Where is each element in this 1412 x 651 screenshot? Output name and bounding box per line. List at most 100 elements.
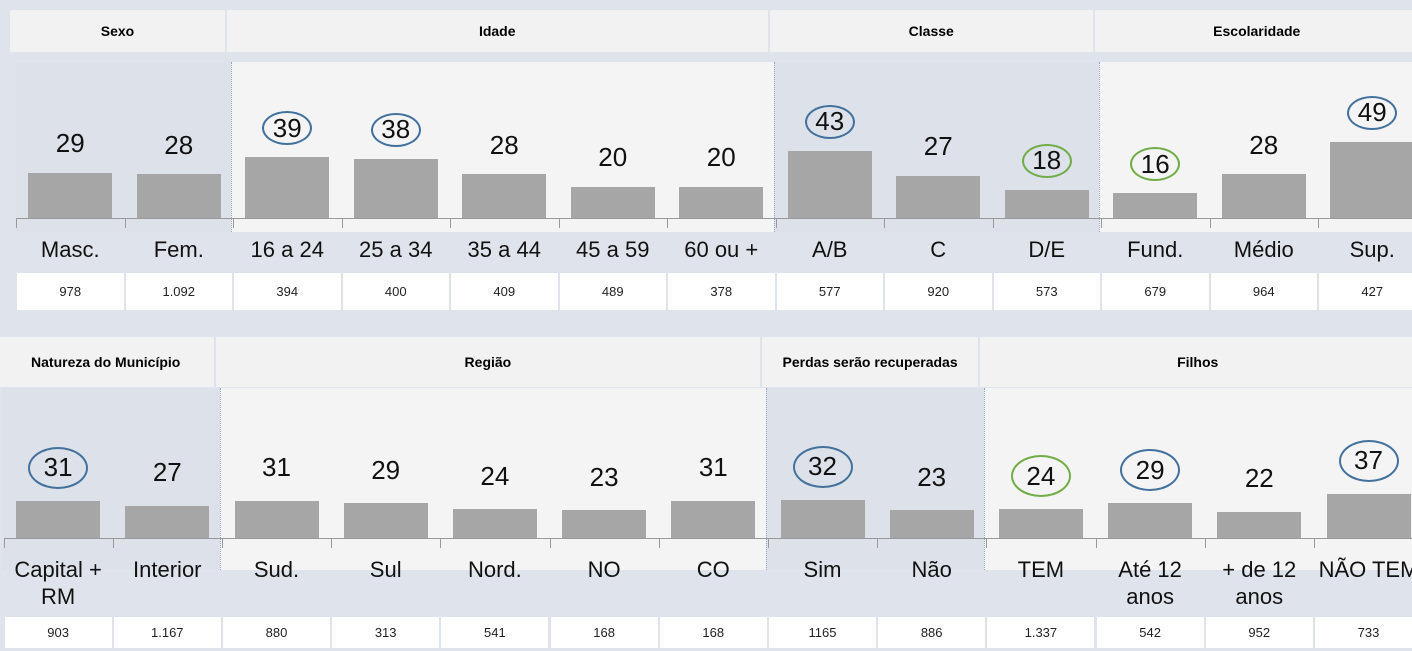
bar [1108, 503, 1193, 538]
sample-size: 400 [342, 273, 449, 310]
bar [671, 500, 756, 538]
baseline-tick [233, 218, 234, 228]
sample-size: 394 [234, 273, 341, 310]
category-label: TEM [1017, 557, 1065, 582]
bar [1004, 189, 1089, 218]
sample-size: 920 [885, 273, 992, 310]
sample-size: 880 [222, 617, 331, 648]
baseline-tick [341, 218, 343, 228]
value-label: 39 [262, 111, 313, 146]
sample-size: 1.092 [125, 273, 232, 310]
value-label: 32 [792, 445, 853, 488]
baseline-tick [549, 538, 551, 548]
value-label: 28 [164, 129, 194, 160]
group-header: Idade [227, 10, 768, 52]
sample-size: 964 [1210, 273, 1317, 310]
sample-size: 378 [668, 273, 775, 310]
bar [452, 509, 537, 538]
baseline-tick [16, 218, 17, 228]
bar [234, 500, 319, 538]
bar [136, 174, 221, 218]
bar [787, 150, 872, 218]
value-label: 49 [1347, 95, 1398, 130]
baseline-tick [3, 538, 5, 548]
value-label: 31 [698, 452, 728, 483]
bar [1326, 493, 1411, 538]
value-label: 31 [28, 446, 89, 489]
category-label: Até 12 anos [1118, 557, 1182, 609]
bar [889, 510, 974, 538]
baseline-tick [767, 538, 769, 548]
baseline-tick [1318, 218, 1319, 228]
value-label: 29 [1120, 449, 1181, 492]
baseline-tick [450, 218, 451, 228]
value-label: 43 [804, 104, 855, 139]
category-label: 25 a 34 [359, 237, 433, 262]
category-label: Não [911, 557, 952, 582]
category-label: CO [696, 557, 730, 582]
bar [780, 499, 865, 538]
sample-size: 903 [4, 617, 112, 648]
category-label: Interior [133, 557, 202, 582]
category-label: NÃO TEM [1318, 557, 1412, 582]
value-label: 20 [598, 142, 628, 173]
sample-size: 573 [993, 273, 1100, 310]
bar [570, 186, 655, 218]
value-label: 38 [370, 112, 421, 147]
value-label: 27 [152, 457, 182, 488]
value-label: 23 [589, 461, 619, 492]
group-header: Natureza do Município [0, 337, 214, 387]
value-label: 27 [923, 131, 953, 162]
category-label: Sul [369, 557, 402, 582]
category-label: Sup. [1349, 237, 1395, 262]
category-label: A/B [812, 237, 848, 262]
sample-size: 168 [550, 617, 658, 648]
baseline-tick [124, 218, 126, 228]
value-label: 18 [1021, 143, 1072, 178]
sample-size: 1165 [768, 617, 877, 648]
category-label: Sud. [253, 557, 300, 582]
baseline-tick [1101, 218, 1102, 228]
sample-size: 978 [17, 273, 124, 310]
category-label: Médio [1233, 237, 1294, 262]
category-label: Masc. [40, 237, 100, 262]
bar [353, 158, 438, 218]
sample-size: 489 [559, 273, 666, 310]
value-label: 31 [262, 452, 291, 483]
value-label: 24 [480, 460, 510, 491]
category-label: 45 a 59 [576, 237, 650, 262]
value-label: 22 [1244, 463, 1274, 494]
baseline-tick [1095, 538, 1097, 548]
bar [896, 175, 981, 218]
baseline-tick [1204, 538, 1206, 548]
bar [679, 186, 764, 218]
baseline-tick [658, 538, 660, 548]
sample-size: 733 [1314, 617, 1412, 648]
bar [1221, 174, 1306, 218]
value-label: 29 [55, 128, 85, 159]
sample-size: 427 [1319, 273, 1412, 310]
baseline [16, 218, 1412, 219]
group-header: Região [215, 337, 760, 387]
category-label: 16 a 24 [250, 237, 324, 262]
group-header: Classe [769, 10, 1093, 52]
category-label: 60 ou + [684, 237, 759, 262]
baseline-tick [992, 218, 994, 228]
value-label: 29 [371, 454, 401, 485]
group-header: Sexo [10, 10, 225, 52]
sample-size: 1.337 [987, 617, 1095, 648]
sample-size: 1.167 [113, 617, 221, 648]
baseline-tick [667, 218, 668, 228]
value-label: 28 [489, 129, 519, 160]
bar [1330, 141, 1412, 218]
baseline-tick [884, 218, 885, 228]
value-label: 24 [1010, 455, 1071, 498]
category-label: C [930, 237, 947, 262]
category-label: Sim [803, 557, 842, 582]
category-label: Fem. [153, 237, 204, 262]
category-label: + de 12 anos [1222, 557, 1297, 609]
group-header: Escolaridade [1095, 10, 1412, 52]
baseline-tick [558, 218, 560, 228]
bar [1113, 193, 1198, 218]
bar [462, 174, 547, 218]
